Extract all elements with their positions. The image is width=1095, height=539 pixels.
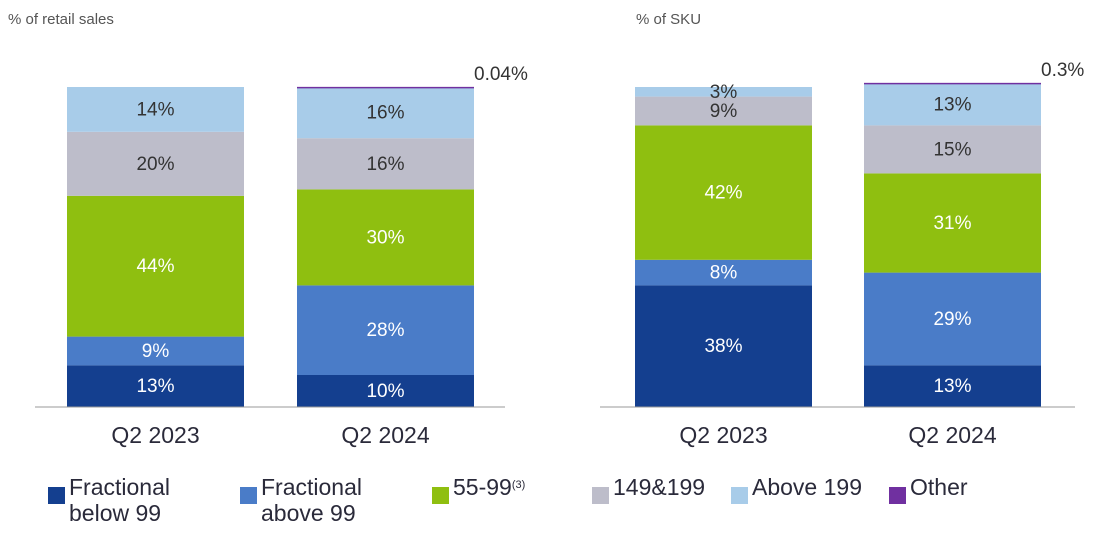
value-label: 0.3% bbox=[1041, 60, 1084, 81]
bar-segment bbox=[635, 285, 812, 407]
bar-segment bbox=[635, 259, 812, 286]
value-label: 9% bbox=[142, 341, 170, 362]
value-label: 3% bbox=[710, 82, 738, 103]
value-label: 31% bbox=[933, 213, 971, 234]
bar-segment bbox=[635, 125, 812, 260]
value-label: 8% bbox=[710, 263, 738, 284]
legend-swatch bbox=[240, 487, 257, 504]
x-tick-label: Q2 2024 bbox=[341, 422, 429, 448]
legend-swatch bbox=[48, 487, 65, 504]
bar-segment bbox=[864, 83, 1041, 126]
x-tick-label: Q2 2024 bbox=[908, 422, 996, 448]
legend-swatch bbox=[592, 487, 609, 504]
legend-swatch bbox=[432, 487, 449, 504]
bar-segment bbox=[297, 285, 474, 375]
legend-label: Fractional below 99 bbox=[69, 474, 170, 526]
bar-segment bbox=[297, 138, 474, 190]
value-label: 9% bbox=[710, 101, 738, 122]
legend-label: 149&199 bbox=[613, 474, 706, 500]
value-label: 13% bbox=[136, 376, 174, 397]
value-label: 15% bbox=[933, 139, 971, 160]
bar-segment bbox=[864, 82, 1041, 85]
legend-swatch bbox=[731, 487, 748, 504]
legend-note: (3) bbox=[511, 479, 526, 491]
bar-segment bbox=[864, 272, 1041, 366]
value-label: 16% bbox=[366, 103, 404, 124]
legend-swatch bbox=[889, 487, 906, 504]
value-label: 16% bbox=[366, 154, 404, 175]
value-label: 30% bbox=[366, 227, 404, 248]
value-label: 20% bbox=[136, 154, 174, 175]
value-label: 13% bbox=[933, 95, 971, 116]
x-tick-label: Q2 2023 bbox=[679, 422, 767, 448]
value-label: 29% bbox=[933, 309, 971, 330]
legend-label: 55-99 bbox=[453, 474, 512, 500]
legend-item: Other bbox=[889, 474, 968, 504]
bar-segment bbox=[67, 131, 244, 196]
bar-segment bbox=[635, 96, 812, 126]
x-tick-label: Q2 2023 bbox=[111, 422, 199, 448]
bar-segment bbox=[864, 173, 1041, 273]
legend-label: Fractional above 99 bbox=[261, 474, 362, 526]
bar-segment bbox=[67, 365, 244, 407]
bar-segment bbox=[297, 86, 474, 89]
bar-segment bbox=[297, 189, 474, 286]
bar-segment bbox=[67, 336, 244, 366]
bar-segment bbox=[635, 87, 812, 97]
legend-item: 149&199 bbox=[592, 474, 705, 504]
legend-item: Fractional above 99 bbox=[240, 474, 381, 526]
value-label: 38% bbox=[704, 336, 742, 357]
bar-segment bbox=[67, 195, 244, 337]
value-label: 10% bbox=[366, 381, 404, 402]
value-label: 28% bbox=[366, 320, 404, 341]
y-axis-label: % of retail sales bbox=[8, 11, 114, 28]
legend-item: 55-99 (3) bbox=[432, 474, 525, 504]
value-label: 44% bbox=[136, 256, 174, 277]
legend-item: Above 199 bbox=[731, 474, 862, 504]
legend-item: Fractional below 99 bbox=[48, 474, 189, 526]
value-label: 42% bbox=[704, 183, 742, 204]
bar-segment bbox=[864, 125, 1041, 174]
legend-label: Above 199 bbox=[752, 474, 862, 500]
bar-segment bbox=[864, 365, 1041, 407]
bar-segment bbox=[297, 87, 474, 139]
bar-segment bbox=[297, 375, 474, 407]
legend-label: Other bbox=[910, 474, 968, 500]
value-label: 0.04% bbox=[474, 64, 528, 85]
value-label: 13% bbox=[933, 376, 971, 397]
y-axis-label: % of SKU bbox=[636, 11, 701, 28]
bar-segment bbox=[67, 87, 244, 132]
value-label: 14% bbox=[136, 99, 174, 120]
